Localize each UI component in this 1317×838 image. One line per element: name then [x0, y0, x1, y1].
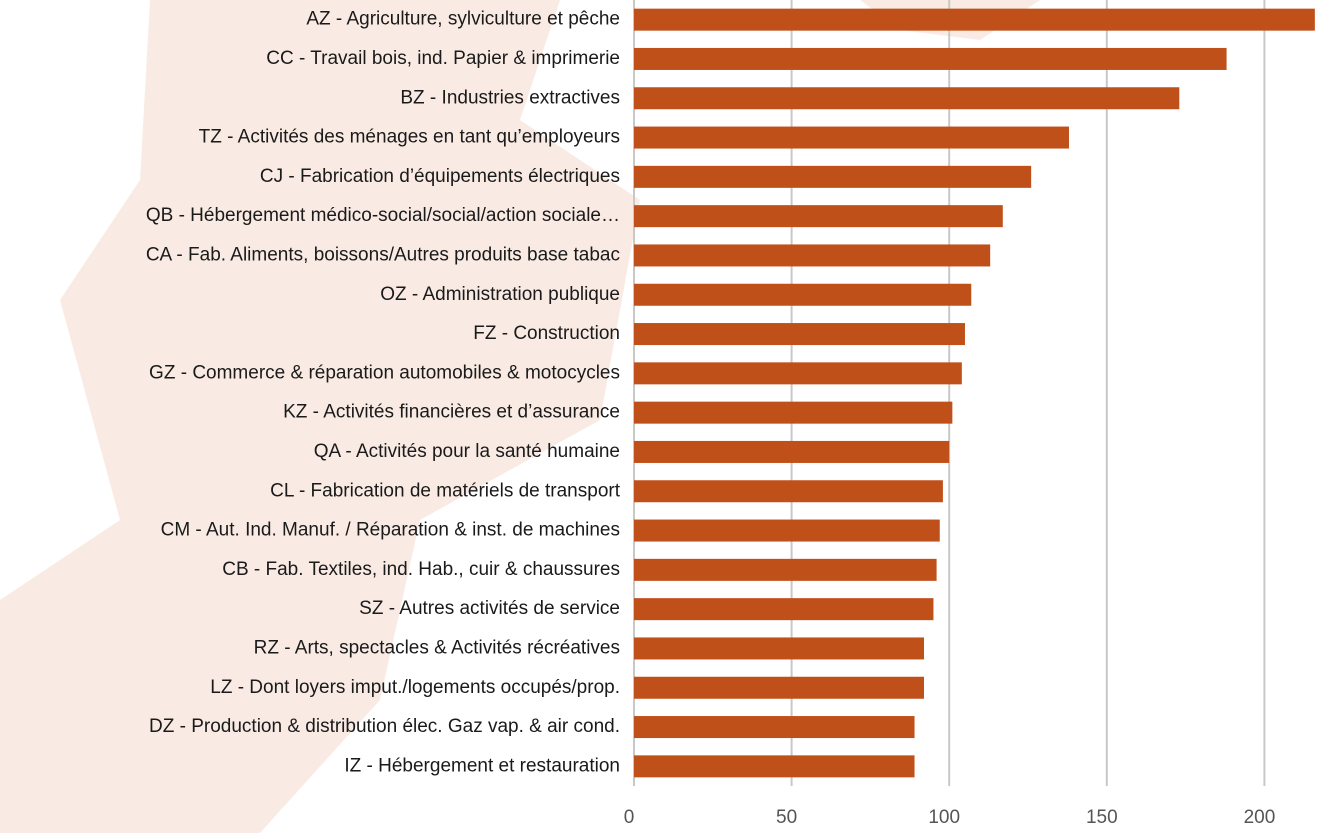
y-tick-label: CJ - Fabrication d’équipements électriqu…	[260, 166, 620, 187]
y-tick-label: KZ - Activités financières et d’assuranc…	[283, 402, 620, 423]
y-tick-label: OZ - Administration publique	[380, 284, 620, 305]
bar	[634, 284, 971, 306]
bar	[634, 9, 1315, 31]
y-tick-label: CL - Fabrication de matériels de transpo…	[270, 480, 621, 501]
y-tick-label: CA - Fab. Aliments, boissons/Autres prod…	[146, 244, 620, 265]
x-tick-label: 200	[1244, 807, 1276, 828]
y-tick-label: GZ - Commerce & réparation automobiles &…	[149, 362, 620, 383]
y-tick-label: SZ - Autres activités de service	[359, 598, 620, 619]
bar	[634, 637, 924, 659]
bar	[634, 520, 940, 542]
y-tick-label: BZ - Industries extractives	[400, 87, 620, 108]
y-tick-label: RZ - Arts, spectacles & Activités récréa…	[254, 637, 620, 658]
y-tick-label: QA - Activités pour la santé humaine	[314, 441, 620, 462]
bar	[634, 480, 943, 502]
bar	[634, 677, 924, 699]
y-tick-label: IZ - Hébergement et restauration	[344, 755, 620, 776]
bar	[634, 323, 965, 345]
x-tick-label: 150	[1086, 807, 1118, 828]
bar	[634, 755, 915, 777]
bar	[634, 87, 1179, 109]
x-tick-label: 0	[624, 807, 635, 828]
x-tick-label: 50	[776, 807, 797, 828]
bar	[634, 205, 1003, 227]
bar	[634, 441, 949, 463]
bar	[634, 48, 1227, 70]
y-tick-label: QB - Hébergement médico-social/social/ac…	[146, 205, 620, 226]
y-tick-label: LZ - Dont loyers imput./logements occupé…	[210, 677, 620, 698]
bar	[634, 127, 1069, 149]
bar	[634, 166, 1031, 188]
bar	[634, 362, 962, 384]
page: {"chart_data": {"type": "barh", "categor…	[0, 0, 1317, 833]
bar	[634, 716, 915, 738]
y-tick-label: TZ - Activités des ménages en tant qu’em…	[199, 127, 620, 148]
y-tick-label: FZ - Construction	[473, 323, 620, 344]
bar	[634, 598, 933, 620]
y-tick-label: CC - Travail bois, ind. Papier & imprime…	[266, 48, 620, 69]
x-tick-label: 100	[928, 807, 960, 828]
y-tick-label: DZ - Production & distribution élec. Gaz…	[149, 716, 620, 737]
bar	[634, 244, 990, 266]
bar	[634, 559, 937, 581]
bar	[634, 402, 952, 424]
y-tick-label: CB - Fab. Textiles, ind. Hab., cuir & ch…	[222, 559, 620, 580]
y-tick-label: CM - Aut. Ind. Manuf. / Réparation & ins…	[161, 520, 620, 541]
y-tick-label: AZ - Agriculture, sylviculture et pêche	[306, 9, 620, 30]
chart: 0 50 100 150 200 AZ - Agriculture, sylvicultu…	[0, 0, 1317, 833]
